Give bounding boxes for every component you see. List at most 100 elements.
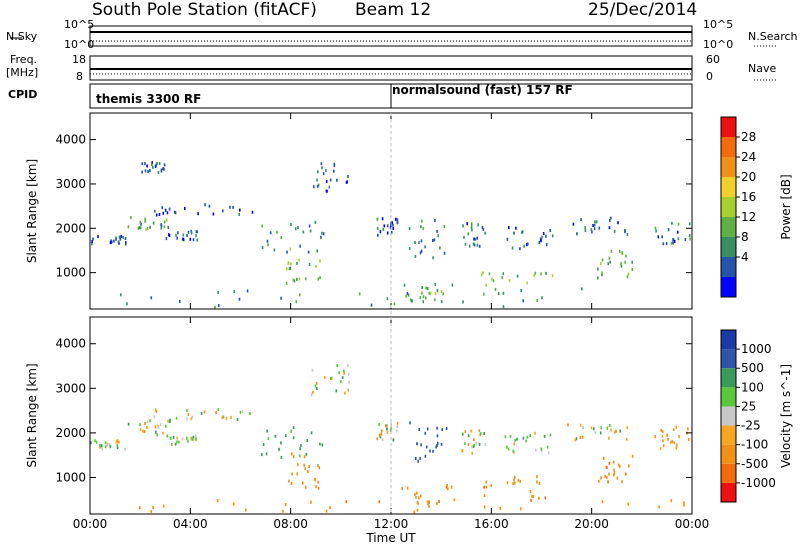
data-cell <box>621 251 623 255</box>
data-cell <box>344 391 346 395</box>
data-cell <box>419 251 422 255</box>
data-cell <box>166 434 168 438</box>
colorbar-bin <box>721 444 736 464</box>
data-cell <box>91 242 93 246</box>
data-cell <box>678 435 680 439</box>
data-cell <box>473 237 475 241</box>
data-cell <box>536 299 538 302</box>
data-cell <box>200 411 203 415</box>
data-cell <box>418 241 420 245</box>
data-cell <box>491 277 493 281</box>
data-cell <box>267 437 270 441</box>
data-cell <box>165 237 168 241</box>
data-cell <box>95 440 98 444</box>
data-cell <box>94 439 96 443</box>
data-cell <box>196 238 198 242</box>
data-cell <box>376 226 379 230</box>
data-cell <box>304 485 307 489</box>
data-cell <box>484 231 486 235</box>
data-cell <box>292 436 295 440</box>
data-cell <box>175 416 178 420</box>
data-cell <box>266 429 268 433</box>
data-cell <box>312 390 314 394</box>
colorbar-label: Power [dB] <box>779 174 793 239</box>
plot-title: South Pole Station (fitACF) <box>92 0 317 20</box>
data-cell <box>549 433 552 437</box>
data-cell <box>115 237 117 241</box>
data-cell <box>445 427 448 430</box>
data-cell <box>197 212 199 216</box>
data-cell <box>416 508 419 512</box>
data-cell <box>407 293 410 297</box>
noise-tick-left-bottom: 10^0 <box>64 38 95 51</box>
data-cell <box>305 452 308 456</box>
data-cell <box>378 500 381 504</box>
data-cell <box>676 443 678 447</box>
cpid-label: CPID <box>8 88 38 101</box>
data-cell <box>124 237 127 241</box>
data-cell <box>406 292 409 295</box>
data-cell <box>406 486 409 490</box>
data-cell <box>99 445 101 449</box>
data-cell <box>395 429 398 433</box>
data-cell <box>416 442 418 446</box>
data-cell <box>297 463 299 467</box>
data-cell <box>480 432 482 436</box>
data-cell <box>624 472 627 476</box>
data-cell <box>470 225 473 229</box>
data-cell <box>280 455 283 459</box>
nsearch-label: N.Search <box>748 30 798 43</box>
data-cell <box>421 291 423 295</box>
colorbar-bin <box>721 137 736 157</box>
data-cell <box>536 475 538 479</box>
data-cell <box>291 452 293 456</box>
data-cell <box>673 240 676 243</box>
data-cell <box>462 224 464 228</box>
data-cell <box>403 283 406 287</box>
colorbar-tick-label: -100 <box>741 438 768 452</box>
data-cell <box>282 509 284 513</box>
data-cell <box>432 449 434 453</box>
data-cell <box>608 436 610 440</box>
data-cell <box>392 227 395 230</box>
colorbar-tick-label: -500 <box>741 457 768 471</box>
data-cell <box>683 503 685 507</box>
data-cell <box>380 432 383 436</box>
data-cell <box>124 242 127 246</box>
colorbar-bin <box>721 117 736 137</box>
colorbar-bin <box>721 257 736 277</box>
data-cell <box>490 484 492 488</box>
data-cell <box>325 169 327 172</box>
data-cell <box>572 222 575 226</box>
data-cell <box>97 235 99 239</box>
data-cell <box>274 434 277 438</box>
data-cell <box>419 296 422 300</box>
data-cell <box>377 233 379 237</box>
data-cell <box>600 426 602 430</box>
data-cell <box>157 170 160 174</box>
data-cell <box>162 504 165 508</box>
data-cell <box>687 427 689 431</box>
data-cell <box>212 212 215 216</box>
colorbar-tick-label: 16 <box>741 190 756 204</box>
data-cell <box>485 480 488 484</box>
data-cell <box>383 224 386 228</box>
y-axis-label: Slant Range [km] <box>25 159 39 263</box>
data-cell <box>221 416 223 420</box>
data-cell <box>146 426 148 429</box>
data-cell <box>321 231 323 235</box>
y-tick-label: 2000 <box>55 221 86 235</box>
data-cell <box>273 248 276 252</box>
data-cell <box>451 283 454 287</box>
data-cell <box>288 479 290 483</box>
data-cell <box>608 226 611 230</box>
data-cell <box>266 239 269 243</box>
data-cell <box>517 478 520 482</box>
colorbar-tick-label: 4 <box>741 250 749 264</box>
data-cell <box>619 249 621 253</box>
data-cell <box>156 161 158 165</box>
data-cell <box>666 433 668 437</box>
data-cell <box>613 471 616 475</box>
data-cell <box>418 428 420 431</box>
colorbar-bin <box>721 330 736 350</box>
